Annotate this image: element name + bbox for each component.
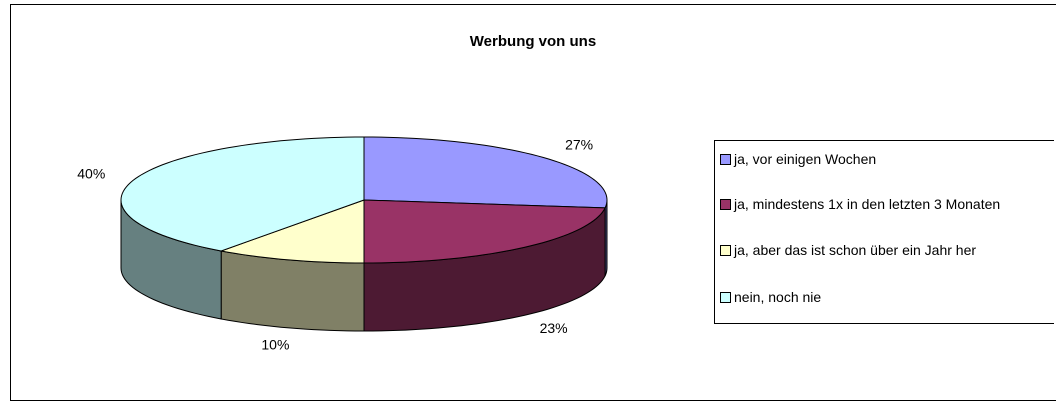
tops: [120, 136, 608, 264]
slice: [363, 136, 608, 209]
legend-item: ja, mindestens 1x in den letzten 3 Monat…: [720, 196, 1052, 212]
legend-label: ja, aber das ist schon über ein Jahr her: [734, 242, 977, 258]
legend: ja, vor einigen Wochen ja, mindestens 1x …: [714, 140, 1054, 324]
legend-label: ja, mindestens 1x in den letzten 3 Monat…: [734, 196, 1001, 212]
legend-swatch: [720, 154, 731, 165]
sides: [120, 199, 608, 332]
legend-label: ja, vor einigen Wochen: [734, 151, 877, 167]
data-label: 10%: [261, 337, 289, 353]
data-label: 40%: [77, 165, 105, 181]
chart-title: Werbung von uns: [470, 33, 596, 50]
legend-swatch: [720, 245, 731, 256]
legend-item: nein, noch nie: [720, 289, 1052, 305]
data-label: 23%: [540, 320, 568, 336]
legend-item: ja, aber das ist schon über ein Jahr her: [720, 242, 1052, 258]
slice: [120, 136, 365, 252]
data-label: 27%: [565, 137, 593, 153]
legend-label: nein, noch nie: [734, 289, 822, 305]
slice: [219, 199, 365, 264]
slice: [363, 199, 606, 264]
legend-swatch: [720, 199, 731, 210]
legend-item: ja, vor einigen Wochen: [720, 151, 1052, 167]
legend-swatch: [720, 292, 731, 303]
